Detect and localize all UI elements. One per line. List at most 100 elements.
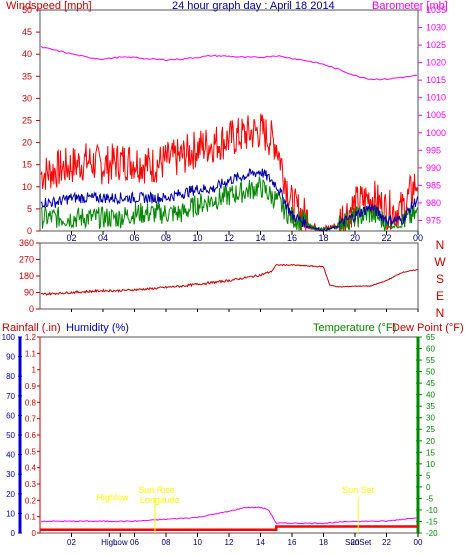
avg-wind-series-line	[40, 168, 418, 232]
wind-xtick-label: 06	[129, 233, 139, 243]
temp-ytick-label: 35	[426, 402, 435, 411]
sunrise-annotation: Sun Rise	[138, 485, 175, 495]
temp-ytick-label: 20	[426, 437, 435, 446]
lower-xtick-label: 06	[130, 538, 139, 547]
wind-ytick-label: 50	[22, 5, 32, 15]
lower-xtick-label: 20	[351, 538, 360, 547]
temp-ytick-label: 15	[426, 448, 435, 457]
longitude-annotation: Longitude	[140, 495, 180, 505]
rain-ytick-label: 0.3	[25, 480, 37, 489]
lower-xtick-label: 12	[225, 538, 234, 547]
wind-ytick-label: 15	[22, 160, 32, 170]
baro-ytick-label: 1030	[426, 23, 446, 33]
lower-xtick-label: Low	[113, 538, 128, 547]
temp-ytick-label: -10	[426, 506, 438, 515]
baro-ytick-label: 985	[426, 180, 441, 190]
wind-ytick-label: 10	[22, 182, 32, 192]
rain-ytick-label: 0.8	[25, 398, 37, 407]
humidity-rain-chart: 010203040506070809010000.10.20.30.40.50.…	[2, 333, 438, 547]
wind-ytick-label: 40	[22, 49, 32, 59]
rain-ytick-label: 1.1	[25, 349, 37, 358]
wind-chart: 0510152025303540455097598098599099510001…	[22, 5, 446, 243]
lower-xtick-label: 14	[256, 538, 265, 547]
temp-ytick-label: 30	[426, 414, 435, 423]
compass-label: N	[436, 306, 445, 320]
humidity-ytick-label: 90	[6, 353, 15, 362]
baro-ytick-label: 1020	[426, 58, 446, 68]
wind-xtick-label: 04	[98, 233, 108, 243]
wind-xtick-label: 18	[318, 233, 328, 243]
temp-ytick-label: -15	[426, 517, 438, 526]
wind-ytick-label: 5	[27, 204, 32, 214]
lower-xtick-label: 08	[162, 538, 171, 547]
baro-ytick-label: 1000	[426, 128, 446, 138]
dir-ytick-label: 90	[24, 288, 34, 298]
baro-ytick-label: 1035	[426, 5, 446, 15]
wind-xtick-label: 10	[192, 233, 202, 243]
rainfall-series-line	[40, 525, 418, 531]
wind-ytick-label: 0	[27, 226, 32, 236]
baro-ytick-label: 995	[426, 145, 441, 155]
wind-xtick-label: 12	[224, 233, 234, 243]
sunset-axis-label: SunSet	[345, 538, 372, 547]
compass-label: S	[436, 272, 444, 286]
lower-xtick-label: 10	[193, 538, 202, 547]
dir-ytick-label: 270	[19, 255, 34, 265]
dir-ytick-label: 360	[19, 238, 34, 248]
wind-ytick-label: 20	[22, 138, 32, 148]
temp-ytick-label: 10	[426, 460, 435, 469]
lower-xtick-label: 22	[382, 538, 391, 547]
baro-ytick-label: 990	[426, 163, 441, 173]
temp-ytick-label: 25	[426, 425, 435, 434]
rain-ytick-label: 0	[32, 529, 37, 538]
wind-xtick-label: 20	[350, 233, 360, 243]
wind-ytick-label: 30	[22, 93, 32, 103]
humidity-axis-label: Humidity (%)	[66, 322, 129, 334]
humidity-ytick-label: 80	[6, 372, 15, 381]
dir-ytick-label: 180	[19, 271, 34, 281]
chart-title: 24 hour graph day : April 18 2014	[172, 0, 335, 12]
temp-ytick-label: -20	[426, 529, 438, 538]
baro-ytick-label: 1015	[426, 75, 446, 85]
humidity-ytick-label: 0	[11, 529, 16, 538]
lower-xtick-label: 02	[67, 538, 76, 547]
temp-ytick-label: 0	[426, 483, 431, 492]
wind-xtick-label: 22	[381, 233, 391, 243]
wind-xtick-label: 08	[161, 233, 171, 243]
compass-label: N	[436, 238, 445, 252]
barometer-series-line	[40, 45, 418, 81]
min-wind-series-line	[40, 175, 418, 233]
wind-xtick-label: 00	[413, 233, 423, 243]
temp-ytick-label: 40	[426, 391, 435, 400]
baro-ytick-label: 1010	[426, 93, 446, 103]
dewpoint-axis-label: Dew Point (°F)	[392, 322, 464, 334]
rain-ytick-label: 0.4	[25, 464, 37, 473]
humidity-series-line	[40, 506, 418, 525]
dir-ytick-label: 0	[29, 304, 34, 314]
temp-ytick-label: -5	[426, 494, 434, 503]
lower-xtick-label: High	[101, 538, 117, 547]
humidity-ytick-label: 10	[6, 509, 15, 518]
rain-ytick-label: 0.5	[25, 447, 37, 456]
wind-xtick-label: 02	[66, 233, 76, 243]
humidity-ytick-label: 20	[6, 490, 15, 499]
humidity-ytick-label: 100	[2, 333, 16, 342]
windspeed-axis-label: Windspeed [mph]	[6, 0, 92, 12]
rain-ytick-label: 1	[32, 366, 37, 375]
baro-ytick-label: 975	[426, 215, 441, 225]
sunset-annotation: Sun Set	[342, 485, 375, 495]
humidity-ytick-label: 50	[6, 431, 15, 440]
lower-xtick-label: 00	[414, 538, 423, 547]
temp-ytick-label: 5	[426, 471, 431, 480]
rain-ytick-label: 0.6	[25, 431, 37, 440]
wind-ytick-label: 45	[22, 27, 32, 37]
rain-ytick-label: 0.2	[25, 496, 37, 505]
temp-ytick-label: 45	[426, 379, 435, 388]
rain-ytick-label: 1.2	[25, 333, 37, 342]
baro-ytick-label: 1025	[426, 40, 446, 50]
wind-xtick-label: 14	[255, 233, 265, 243]
temp-ytick-label: 55	[426, 356, 435, 365]
